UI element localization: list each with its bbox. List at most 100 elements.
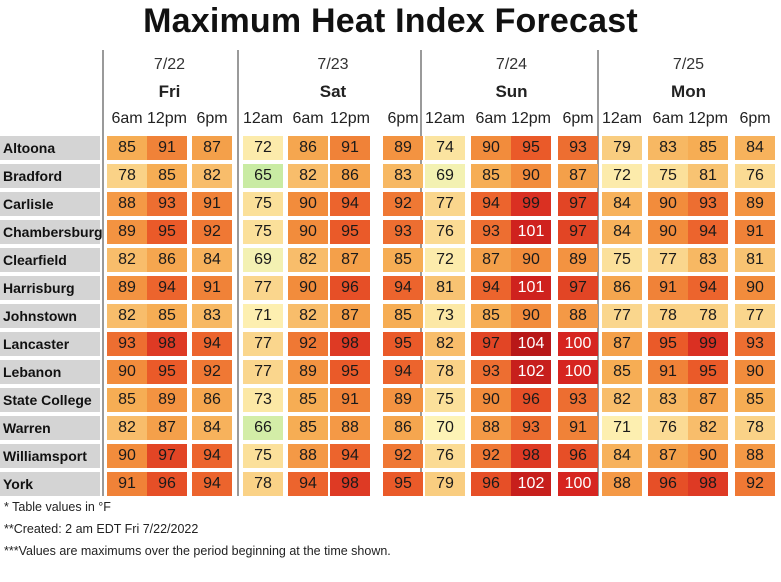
heat-index-cell: 100 [558,332,598,356]
heat-index-cell: 100 [558,360,598,384]
heat-index-cell: 96 [511,388,551,412]
heat-index-cell: 85 [288,388,328,412]
heat-index-cell: 76 [425,444,465,468]
heat-index-cell: 90 [288,276,328,300]
row-label-city: Williamsport [0,444,100,468]
heat-index-cell: 88 [471,416,511,440]
heat-index-cell: 92 [192,220,232,244]
heat-index-cell: 82 [602,388,642,412]
heat-index-cell: 94 [688,220,728,244]
heat-index-cell: 78 [735,416,775,440]
heat-index-cell: 74 [425,136,465,160]
heat-index-cell: 93 [383,220,423,244]
heat-index-cell: 85 [107,388,147,412]
group-separator [237,50,239,496]
heat-index-cell: 95 [147,360,187,384]
heat-index-cell: 91 [648,360,688,384]
heat-index-cell: 89 [288,360,328,384]
heat-index-cell: 104 [511,332,551,356]
heat-index-cell: 94 [147,276,187,300]
heat-index-cell: 82 [192,164,232,188]
heat-index-cell: 76 [425,220,465,244]
heat-index-cell: 96 [330,276,370,300]
heat-index-cell: 82 [107,304,147,328]
heat-index-cell: 85 [107,136,147,160]
footnote-units: * Table values in °F [4,500,111,514]
time-header: 6pm [739,110,771,127]
heat-index-cell: 82 [288,304,328,328]
heat-index-cell: 75 [648,164,688,188]
heat-index-cell: 84 [735,136,775,160]
heat-index-cell: 94 [383,276,423,300]
heat-index-cell: 91 [735,220,775,244]
heat-index-cell: 98 [511,444,551,468]
heat-index-cell: 85 [383,248,423,272]
heat-index-cell: 90 [648,220,688,244]
footnote-period: ***Values are maximums over the period b… [4,544,391,558]
heat-index-cell: 98 [147,332,187,356]
heat-index-cell: 87 [147,416,187,440]
heat-index-cell: 98 [330,332,370,356]
heat-index-cell: 85 [735,388,775,412]
heat-index-cell: 73 [425,304,465,328]
heat-index-cell: 87 [558,164,598,188]
heat-index-cell: 88 [288,444,328,468]
row-label-city: Johnstown [0,304,100,328]
heat-index-cell: 93 [688,192,728,216]
time-header: 6am [475,110,507,127]
heat-index-cell: 78 [243,472,283,496]
heat-index-cell: 98 [330,472,370,496]
heat-index-cell: 82 [688,416,728,440]
date-header: 7/24 [495,56,528,73]
heat-index-cell: 85 [288,416,328,440]
group-separator [420,50,422,496]
row-label-city: Lancaster [0,332,100,356]
day-header: Mon [671,82,706,101]
heat-index-cell: 82 [425,332,465,356]
row-label-city: Clearfield [0,248,100,272]
heat-index-cell: 94 [288,472,328,496]
heat-index-cell: 87 [471,248,511,272]
heat-index-cell: 69 [243,248,283,272]
heat-index-cell: 94 [192,332,232,356]
row-label-city: Lebanon [0,360,100,384]
heat-index-cell: 93 [558,136,598,160]
time-header: 6am [652,110,684,127]
heat-index-cell: 89 [558,248,598,272]
heat-index-cell: 101 [511,220,551,244]
time-header: 6am [292,110,324,127]
heat-index-cell: 93 [471,360,511,384]
heat-index-cell: 65 [243,164,283,188]
heat-index-cell: 90 [735,360,775,384]
heat-index-cell: 75 [243,192,283,216]
heat-index-cell: 75 [243,444,283,468]
heat-index-cell: 91 [192,276,232,300]
heat-index-cell: 95 [383,472,423,496]
heat-index-cell: 96 [471,472,511,496]
heat-index-cell: 90 [107,360,147,384]
heat-index-cell: 70 [425,416,465,440]
heat-index-cell: 97 [471,332,511,356]
heat-index-cell: 86 [192,388,232,412]
time-header: 6pm [562,110,594,127]
row-label-city: Bradford [0,164,100,188]
heat-index-cell: 95 [330,220,370,244]
heat-index-cell: 77 [243,360,283,384]
heat-index-cell: 85 [688,136,728,160]
heat-index-cell: 89 [147,388,187,412]
row-label-city: State College [0,388,100,412]
heat-index-cell: 97 [147,444,187,468]
heat-index-cell: 90 [688,444,728,468]
heat-index-cell: 83 [192,304,232,328]
heat-index-cell: 96 [558,444,598,468]
heat-index-cell: 84 [602,220,642,244]
heat-index-cell: 83 [648,136,688,160]
heat-index-cell: 95 [511,136,551,160]
heat-index-cell: 86 [383,416,423,440]
heat-index-cell: 97 [558,276,598,300]
heat-index-cell: 82 [288,164,328,188]
time-header: 12pm [329,110,371,127]
heat-index-cell: 90 [511,164,551,188]
heat-index-cell: 93 [511,416,551,440]
heat-index-cell: 91 [330,388,370,412]
